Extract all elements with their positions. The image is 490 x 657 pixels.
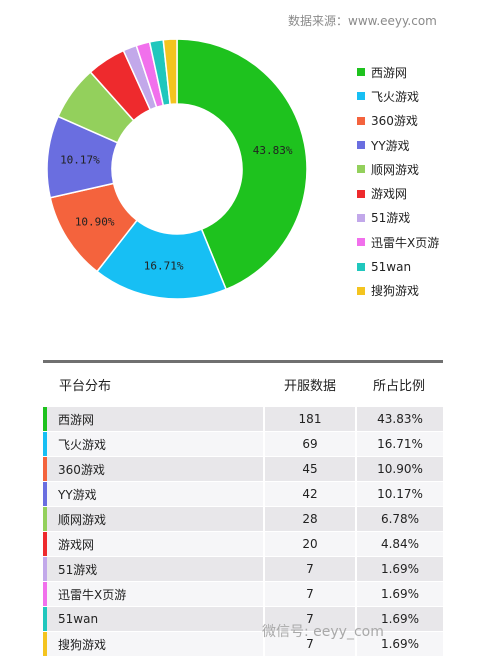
legend-swatch [357, 165, 365, 174]
legend-swatch [357, 141, 365, 150]
row-platform: 51游戏 [47, 557, 265, 581]
row-share: 1.69% [380, 637, 420, 651]
legend-swatch [357, 116, 365, 125]
row-color-marker [43, 407, 47, 431]
row-share: 4.84% [380, 537, 420, 551]
table-row: 游戏网 20 4.84% [43, 532, 443, 557]
row-color-marker [43, 607, 47, 631]
wechat-watermark: 微信号: eeyy_com [262, 624, 384, 640]
legend-item: 360游戏 [357, 109, 439, 133]
legend-swatch [357, 238, 365, 247]
row-color-marker [43, 557, 47, 581]
row-platform: 搜狗游戏 [47, 632, 265, 656]
row-server-count: 28 [265, 507, 357, 531]
row-share: 1.69% [380, 612, 420, 626]
row-platform: 顺网游戏 [47, 507, 265, 531]
row-share: 16.71% [377, 437, 423, 451]
chart-legend: 西游网飞火游戏 360游戏 YY游戏顺网游戏游戏网 51游戏迅雷牛X页游 51wan 搜狗… [357, 60, 439, 303]
slice-label-3: 10.90% [75, 215, 115, 228]
row-color-marker [43, 632, 47, 656]
row-server-count: 7 [265, 582, 357, 606]
row-server-count: 42 [265, 482, 357, 506]
legend-label: 360游戏 [371, 114, 418, 129]
slice-label-2: 16.71% [144, 260, 184, 273]
legend-item: 搜狗游戏 [357, 279, 439, 303]
row-platform: 360游戏 [47, 457, 265, 481]
legend-label: 飞火游戏 [371, 89, 420, 104]
row-share: 1.69% [380, 562, 420, 576]
table-row: 360游戏 45 10.90% [43, 457, 443, 482]
row-server-count: 7 [265, 557, 357, 581]
row-server-count: 45 [265, 457, 357, 481]
legend-label: 迅雷牛X页游 [371, 235, 440, 250]
row-platform: YY游戏 [47, 482, 265, 506]
row-color-marker [43, 432, 47, 456]
row-share: 6.78% [380, 512, 420, 526]
table-row: 迅雷牛X页游 7 1.69% [43, 582, 443, 607]
legend-label: 51游戏 [371, 211, 411, 226]
legend-label: 51wan [371, 259, 412, 274]
row-server-count: 181 [265, 407, 357, 431]
legend-swatch [357, 68, 365, 77]
legend-swatch [357, 286, 365, 295]
legend-swatch [357, 92, 365, 101]
table-row: YY游戏 42 10.17% [43, 482, 443, 507]
table-body: 西游网 181 43.83% 飞火游戏 69 16.71% 360游戏 45 10.90% YY游… [43, 407, 443, 657]
legend-label: 搜狗游戏 [371, 284, 420, 299]
row-platform: 51wan [47, 607, 265, 631]
data-table: 平台分布 开服数据 所占比例 西游网 181 43.83% 飞火游戏 69 16.71% 3… [43, 360, 443, 657]
legend-swatch [357, 262, 365, 271]
table-row: 51游戏 7 1.69% [43, 557, 443, 582]
row-platform: 飞火游戏 [47, 432, 265, 456]
row-share: 10.17% [377, 487, 423, 501]
table-row: 51wan 7 1.69% [43, 607, 443, 632]
table-row: 飞火游戏 69 16.71% [43, 432, 443, 457]
row-server-count: 69 [265, 432, 357, 456]
slice-label-1: 43.83% [253, 144, 293, 157]
legend-item: 游戏网 [357, 181, 439, 205]
row-platform: 西游网 [47, 407, 265, 431]
row-share: 43.83% [377, 412, 423, 426]
legend-item: 51wan [357, 254, 439, 278]
legend-label: 西游网 [371, 65, 408, 80]
row-server-count: 20 [265, 532, 357, 556]
legend-item: 迅雷牛X页游 [357, 230, 439, 254]
legend-swatch [357, 213, 365, 222]
table-header: 平台分布 开服数据 所占比例 [43, 363, 443, 406]
row-share: 10.90% [377, 462, 423, 476]
slice-10 [162, 38, 178, 106]
row-platform: 迅雷牛X页游 [47, 582, 265, 606]
donut-chart: 43.83% 16.71% 10.90% 10.17% [46, 38, 308, 300]
row-color-marker [43, 457, 47, 481]
header-share: 所占比例 [372, 379, 425, 394]
source-label: 数据来源：www.eeyy.com [288, 14, 437, 28]
row-platform: 游戏网 [47, 532, 265, 556]
row-color-marker [43, 532, 47, 556]
legend-item: YY游戏 [357, 133, 439, 157]
legend-label: YY游戏 [371, 138, 410, 153]
row-server-count: 7 [265, 607, 357, 631]
legend-item: 飞火游戏 [357, 84, 439, 108]
slice-1 [176, 38, 308, 291]
header-server-count: 开服数据 [283, 379, 336, 394]
row-color-marker [43, 482, 47, 506]
row-server-count: 7 [265, 632, 357, 656]
header-platform: 平台分布 [59, 379, 112, 394]
legend-item: 51游戏 [357, 206, 439, 230]
table-row: 西游网 181 43.83% [43, 407, 443, 432]
row-share: 1.69% [380, 587, 420, 601]
legend-item: 西游网 [357, 60, 439, 84]
legend-label: 游戏网 [371, 187, 408, 202]
row-color-marker [43, 507, 47, 531]
table-row: 顺网游戏 28 6.78% [43, 507, 443, 532]
legend-item: 顺网游戏 [357, 157, 439, 181]
legend-swatch [357, 189, 365, 198]
slice-label-4: 10.17% [60, 154, 100, 167]
legend-label: 顺网游戏 [371, 162, 420, 177]
row-color-marker [43, 582, 47, 606]
